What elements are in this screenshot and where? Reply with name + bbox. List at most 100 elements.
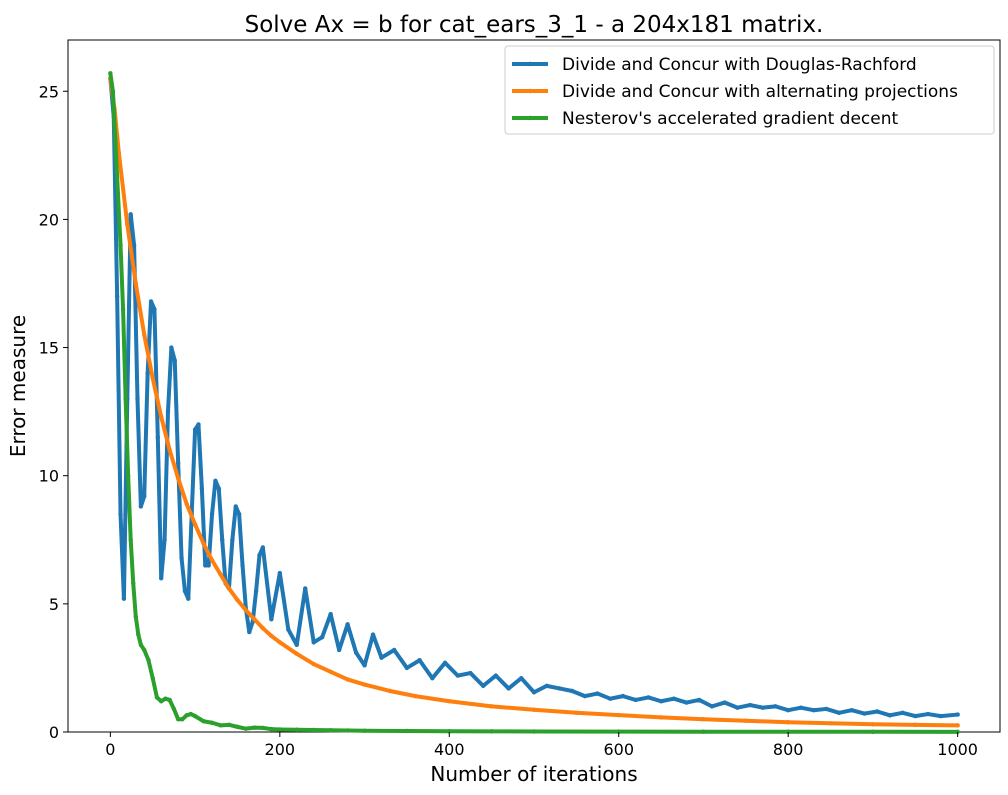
series-1-point xyxy=(182,588,188,594)
legend-label: Divide and Concur with Douglas-Rachford xyxy=(562,55,917,75)
series-layer xyxy=(108,71,960,735)
series-1-point xyxy=(319,634,325,640)
series-3-point xyxy=(146,658,151,663)
y-axis: 0 5 10 15 20 25 xyxy=(39,82,68,742)
series-3-point xyxy=(154,695,160,700)
y-tick-label: 20 xyxy=(39,210,59,229)
series-3-point xyxy=(118,242,123,248)
series-1-point xyxy=(925,711,931,717)
series-1-point xyxy=(760,705,765,710)
series-1-point xyxy=(404,665,410,671)
series-1-point xyxy=(236,511,242,517)
series-1-point xyxy=(620,693,626,699)
series-1-point xyxy=(811,708,816,713)
series-2-point xyxy=(913,722,918,728)
series-1-point xyxy=(220,537,225,542)
series-1-point xyxy=(493,673,499,678)
series-2-point xyxy=(277,640,283,645)
series-1-point xyxy=(303,586,308,591)
series-3-point xyxy=(150,675,155,681)
series-1 xyxy=(108,76,960,719)
series-1-point xyxy=(260,545,266,550)
series-1-point xyxy=(196,422,201,427)
series-3-point xyxy=(345,728,350,733)
x-axis-label: Number of iterations xyxy=(430,762,637,786)
series-2-point xyxy=(413,693,418,699)
series-3-point xyxy=(362,728,367,733)
series-1-point xyxy=(430,675,435,681)
series-2-point xyxy=(226,586,232,591)
legend-label: Nesterov's accelerated gradient decent xyxy=(562,109,898,129)
legend-box xyxy=(504,45,995,135)
series-1-point xyxy=(230,537,235,542)
series-1-point xyxy=(233,504,238,509)
series-3-point xyxy=(128,537,133,542)
series-2-point xyxy=(785,720,791,725)
series-1-point xyxy=(569,688,575,694)
series-1-point xyxy=(735,705,740,710)
x-tick-label: 400 xyxy=(434,740,465,759)
series-1-point xyxy=(186,596,191,601)
series-1-point xyxy=(152,306,157,312)
series-1-point xyxy=(277,570,283,576)
series-3-point xyxy=(180,716,185,722)
series-1-point xyxy=(145,370,150,376)
series-1-point xyxy=(955,712,960,717)
series-1-point xyxy=(121,596,127,601)
series-1-point xyxy=(370,632,376,637)
series-1-point xyxy=(192,427,198,432)
legend-marker xyxy=(527,61,533,67)
series-1-point xyxy=(199,486,205,491)
series-1-point xyxy=(269,617,274,622)
series-1-point xyxy=(155,435,161,440)
series-1-point xyxy=(773,704,778,709)
series-1-point xyxy=(131,242,137,248)
series-1-point xyxy=(671,696,676,701)
series-1-point xyxy=(862,711,867,716)
x-tick-label: 600 xyxy=(603,740,634,759)
series-3-point xyxy=(218,723,223,728)
series-2-point xyxy=(133,281,138,286)
series-1-point xyxy=(455,673,460,678)
series-1-point xyxy=(203,563,208,568)
series-2-point xyxy=(616,712,621,718)
series-1-point xyxy=(684,700,689,705)
series-3-point xyxy=(123,396,128,402)
series-2-point xyxy=(159,414,164,419)
series-1-point xyxy=(709,704,715,709)
series-1-point xyxy=(148,299,154,304)
series-3-point xyxy=(311,727,316,733)
x-axis: 0 200 400 600 800 1000 xyxy=(105,732,978,759)
series-1-point xyxy=(608,696,613,701)
series-1-point xyxy=(874,709,880,714)
series-1-point xyxy=(286,627,291,632)
series-3-point xyxy=(136,632,141,637)
series-3-point xyxy=(226,722,232,728)
series-1-point xyxy=(159,576,164,581)
series-1-point xyxy=(900,710,905,715)
series-3-point xyxy=(108,71,113,76)
series-1-point xyxy=(913,713,918,719)
series-3-point xyxy=(955,729,960,735)
series-3-point xyxy=(277,727,283,732)
series-1-point xyxy=(294,642,299,648)
legend-item-1: Divide and Concur with Douglas-Rachford xyxy=(512,55,917,75)
series-1-point xyxy=(253,588,259,594)
series-3-point xyxy=(616,729,621,734)
series-3-point xyxy=(252,725,257,730)
series-1-point xyxy=(328,611,333,617)
series-3-point xyxy=(785,729,791,734)
series-2-point xyxy=(252,617,257,622)
y-tick-label: 10 xyxy=(39,467,59,486)
y-tick-label: 5 xyxy=(49,595,59,614)
series-3-point xyxy=(235,724,240,730)
series-3-point xyxy=(167,697,172,703)
series-1-point xyxy=(506,686,511,691)
series-1-point xyxy=(240,563,245,568)
series-3-point xyxy=(209,720,215,725)
series-1-point xyxy=(257,552,262,558)
series-1-point xyxy=(658,699,664,704)
series-1-point xyxy=(206,563,211,568)
series-3-point xyxy=(201,719,206,724)
series-3-point xyxy=(171,706,177,712)
